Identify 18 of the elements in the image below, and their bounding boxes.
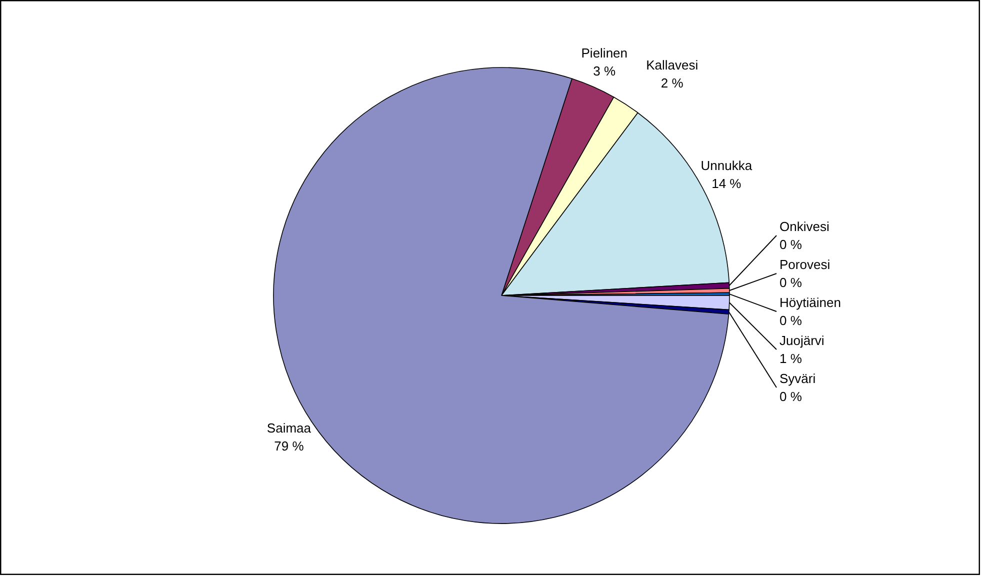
slice-label: Onkivesi [780, 219, 830, 234]
data-label: 0 % [780, 389, 802, 404]
slice-label: Saimaa [266, 420, 312, 436]
data-label: 14 % [712, 176, 742, 192]
data-label: 0 % [780, 237, 802, 252]
data-label: 79 % [274, 438, 304, 454]
data-label: 1 % [780, 351, 802, 366]
slice-label: Juojärvi [780, 333, 824, 348]
data-label: 3 % [593, 63, 616, 78]
slice-label: Pielinen [581, 45, 628, 60]
slice-label: Syväri [780, 371, 816, 386]
slice-label: Unnukka [700, 158, 753, 174]
slice-label: Höytiäinen [780, 295, 841, 310]
data-label: 2 % [660, 75, 684, 90]
data-label: 0 % [780, 313, 802, 328]
slice-label: Porovesi [780, 257, 830, 272]
data-label: 0 % [780, 275, 802, 290]
slice-label: Kallavesi [646, 57, 698, 72]
